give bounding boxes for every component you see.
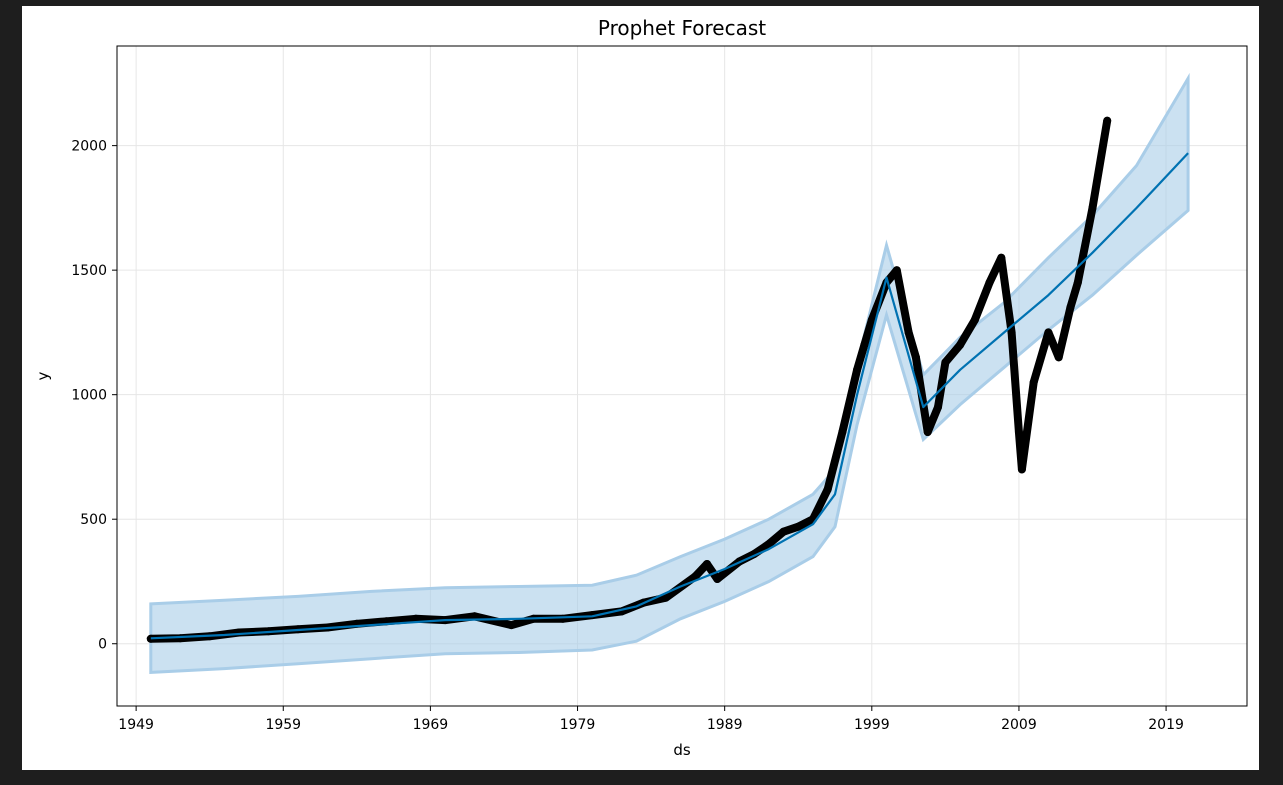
chart-title: Prophet Forecast: [598, 16, 766, 40]
observed-point: [1014, 428, 1023, 436]
observed-point: [1088, 203, 1097, 212]
x-tick-label: 1999: [854, 717, 890, 733]
observed-point: [956, 340, 965, 349]
y-axis-label: y: [34, 371, 52, 380]
observed-point: [923, 428, 932, 436]
observed-point: [934, 403, 942, 412]
observed-point: [1073, 278, 1082, 287]
observed-point: [985, 278, 994, 287]
y-axis-ticks: 0 500 1000 1500 2000: [71, 139, 117, 653]
y-tick-label: 1500: [71, 263, 107, 279]
observed-point: [823, 485, 832, 494]
observed-point: [146, 634, 155, 643]
x-tick-label: 1949: [118, 717, 154, 733]
observed-point: [470, 612, 479, 621]
observed-point: [411, 614, 420, 623]
observed-point: [838, 428, 847, 436]
x-tick-label: 1979: [560, 717, 596, 733]
observed-point: [853, 365, 862, 374]
x-tick-label: 2009: [1001, 717, 1037, 733]
x-tick-label: 1969: [413, 717, 449, 733]
observed-point: [691, 572, 700, 581]
observed-series: [146, 116, 1112, 643]
observed-point: [1029, 378, 1038, 387]
observed-point: [892, 266, 901, 275]
observed-point: [235, 628, 244, 637]
observed-point: [794, 522, 803, 531]
x-axis-label: ds: [673, 741, 691, 759]
observed-point: [1103, 116, 1112, 125]
y-tick-label: 2000: [71, 139, 107, 155]
observed-point: [764, 540, 773, 549]
prophet-forecast-chart: 1949 1959 1969 1979 1989 1999 2009 2019 0 500 100…: [34, 16, 1248, 759]
observed-point: [1066, 303, 1075, 312]
observed-point: [970, 316, 979, 324]
observed-point: [1017, 465, 1026, 474]
forecast-layer: [150, 152, 1189, 640]
forecast-line: [150, 152, 1189, 640]
observed-layer: [146, 116, 1112, 643]
y-tick-label: 500: [80, 512, 107, 528]
x-tick-label: 2019: [1148, 717, 1184, 733]
uncertainty-band-layer: [149, 72, 1190, 674]
observed-point: [911, 353, 920, 362]
x-axis-ticks: 1949 1959 1969 1979 1989 1999 2009 2019: [118, 706, 1184, 733]
observed-point: [904, 328, 913, 337]
x-tick-label: 1959: [265, 717, 301, 733]
observed-point: [507, 621, 516, 630]
y-tick-label: 1000: [71, 388, 107, 404]
observed-point: [867, 316, 876, 324]
observed-point: [997, 253, 1006, 262]
observed-point: [1007, 328, 1016, 337]
observed-point: [1044, 328, 1053, 337]
figure: 1949 1959 1969 1979 1989 1999 2009 2019 0 500 100…: [22, 6, 1259, 770]
observed-point: [661, 593, 670, 602]
observed-point: [779, 527, 788, 536]
uncertainty-band: [149, 72, 1190, 674]
observed-point: [703, 560, 711, 568]
observed-point: [860, 340, 869, 349]
observed-point: [713, 575, 722, 583]
y-tick-label: 0: [98, 637, 107, 653]
observed-point: [1054, 353, 1063, 362]
x-tick-label: 1989: [707, 717, 743, 733]
observed-point: [558, 614, 567, 623]
observed-point: [941, 358, 950, 367]
plot-frame: [116, 45, 1248, 707]
observed-point: [176, 634, 185, 643]
